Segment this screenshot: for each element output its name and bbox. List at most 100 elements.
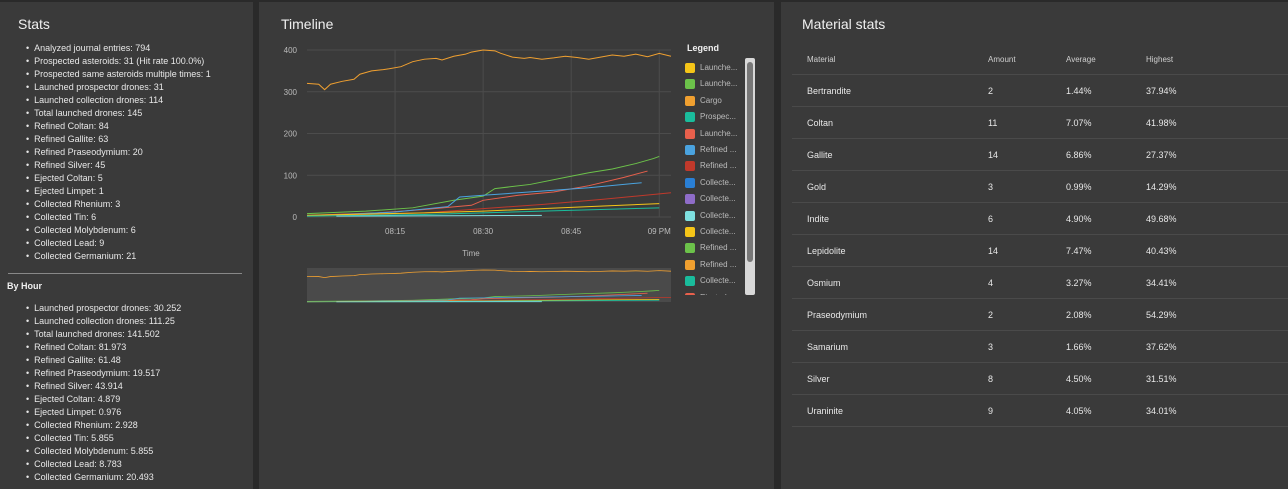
y-tick-label: 0 — [293, 213, 298, 222]
legend-swatch — [685, 79, 695, 90]
cell-highest: 34.41% — [1146, 266, 1288, 299]
cell-average: 4.90% — [1066, 202, 1146, 235]
cell-material: Samarium — [792, 330, 988, 363]
table-row: Indite 6 4.90% 49.68% — [792, 202, 1288, 235]
navigator-series-line — [336, 295, 642, 302]
cell-highest: 41.98% — [1146, 106, 1288, 139]
timeline-chart[interactable]: 0 100 200 300 400 08:15 08:30 08:45 09 PM Time — [259, 2, 774, 312]
by-hour-item: Ejected Coltan: 4.879 — [26, 393, 181, 406]
stat-item: Refined Silver: 45 — [26, 159, 211, 172]
cell-average: 7.47% — [1066, 234, 1146, 267]
legend-scrollbar-thumb[interactable] — [747, 62, 753, 262]
legend-label: Launche... — [700, 128, 738, 138]
legend-swatch — [685, 259, 695, 270]
cell-material: Praseodymium — [792, 298, 988, 331]
x-axis-label: Time — [462, 249, 480, 258]
cell-material: Gold — [792, 170, 988, 203]
by-hour-item: Refined Coltan: 81.973 — [26, 341, 181, 354]
table-row: Coltan 11 7.07% 41.98% — [792, 106, 1288, 139]
header-highest[interactable]: Highest — [1146, 44, 1288, 75]
cell-highest: 40.43% — [1146, 234, 1288, 267]
material-stats-title: Material stats — [802, 16, 886, 32]
series-line[interactable] — [336, 214, 542, 217]
by-hour-item: Collected Rhenium: 2.928 — [26, 419, 181, 432]
cell-highest: 49.68% — [1146, 202, 1288, 235]
x-tick-label: 09 PM — [648, 227, 671, 236]
stat-item: Collected Lead: 9 — [26, 237, 211, 250]
cell-material: Gallite — [792, 138, 988, 171]
legend-label: Ejected ... — [700, 292, 736, 295]
table-row: Gallite 14 6.86% 27.37% — [792, 138, 1288, 171]
stat-item: Refined Praseodymium: 20 — [26, 146, 211, 159]
cell-average: 7.07% — [1066, 106, 1146, 139]
legend-swatch — [685, 161, 695, 172]
header-average[interactable]: Average — [1066, 44, 1146, 75]
legend-scrollbar[interactable] — [745, 58, 755, 295]
stat-item: Collected Molybdenum: 6 — [26, 224, 211, 237]
legend-label: Collecte... — [700, 177, 736, 187]
legend-label: Prospec... — [700, 112, 737, 122]
stat-item: Refined Coltan: 84 — [26, 120, 211, 133]
legend[interactable]: Launche... Launche... Cargo Prospec... Launc… — [683, 58, 757, 295]
legend-swatch — [685, 128, 695, 139]
divider — [8, 273, 242, 274]
legend-swatch — [685, 210, 695, 221]
cell-amount: 2 — [988, 298, 1066, 331]
by-hour-item: Launched collection drones: 111.25 — [26, 315, 181, 328]
table-row: Lepidolite 14 7.47% 40.43% — [792, 234, 1288, 267]
navigator-series-line — [306, 269, 672, 279]
by-hour-item: Collected Molybdenum: 5.855 — [26, 445, 181, 458]
series-line[interactable] — [306, 203, 660, 216]
x-tick-label: 08:45 — [561, 227, 582, 236]
stat-item: Prospected same asteroids multiple times… — [26, 68, 211, 81]
cell-material: Lepidolite — [792, 234, 988, 267]
stat-item: Analyzed journal entries: 794 — [26, 42, 211, 55]
x-tick-label: 08:15 — [385, 227, 406, 236]
by-hour-list: Launched prospector drones: 30.252Launch… — [26, 302, 181, 484]
by-hour-heading: By Hour — [7, 281, 43, 291]
legend-swatch — [685, 112, 695, 123]
stats-panel: Stats Analyzed journal entries: 794Prosp… — [0, 2, 253, 489]
by-hour-item: Total launched drones: 141.502 — [26, 328, 181, 341]
y-tick-label: 300 — [284, 88, 298, 97]
legend-label: Refined ... — [700, 161, 737, 171]
cell-amount: 11 — [988, 106, 1066, 139]
cell-average: 4.50% — [1066, 362, 1146, 395]
navigator-series-line — [306, 290, 660, 302]
legend-title: Legend — [687, 43, 720, 53]
series-line[interactable] — [306, 207, 660, 217]
table-row: Silver 8 4.50% 31.51% — [792, 362, 1288, 395]
series-line[interactable] — [306, 49, 672, 91]
by-hour-item: Collected Germanium: 20.493 — [26, 471, 181, 484]
timeline-panel: Timeline 0 100 200 300 400 08:15 08:30 08:45 09 … — [259, 2, 774, 489]
cell-amount: 4 — [988, 266, 1066, 299]
stat-item: Refined Gallite: 63 — [26, 133, 211, 146]
cell-average: 1.44% — [1066, 74, 1146, 107]
series-line[interactable] — [336, 182, 642, 216]
legend-swatch — [685, 177, 695, 188]
cell-amount: 3 — [988, 170, 1066, 203]
stat-item: Ejected Limpet: 1 — [26, 185, 211, 198]
cell-highest: 37.62% — [1146, 330, 1288, 363]
legend-label: Collecte... — [700, 210, 736, 220]
header-material[interactable]: Material — [792, 44, 988, 75]
table-row: Samarium 3 1.66% 37.62% — [792, 330, 1288, 363]
header-amount[interactable]: Amount — [988, 44, 1066, 75]
y-tick-label: 100 — [284, 171, 298, 180]
material-stats-panel: Material stats Material Amount Average H… — [781, 2, 1288, 489]
y-tick-label: 400 — [284, 46, 298, 55]
series-line[interactable] — [306, 155, 660, 215]
legend-swatch — [685, 243, 695, 254]
cell-amount: 3 — [988, 330, 1066, 363]
by-hour-item: Launched prospector drones: 30.252 — [26, 302, 181, 315]
table-row: Praseodymium 2 2.08% 54.29% — [792, 298, 1288, 331]
by-hour-item: Refined Praseodymium: 19.517 — [26, 367, 181, 380]
legend-label: Launche... — [700, 63, 738, 72]
cell-material: Bertrandite — [792, 74, 988, 107]
stat-item: Collected Rhenium: 3 — [26, 198, 211, 211]
by-hour-item: Collected Lead: 8.783 — [26, 458, 181, 471]
cell-material: Silver — [792, 362, 988, 395]
legend-label: Launche... — [700, 79, 738, 89]
by-hour-item: Refined Silver: 43.914 — [26, 380, 181, 393]
table-row: Bertrandite 2 1.44% 37.94% — [792, 74, 1288, 107]
